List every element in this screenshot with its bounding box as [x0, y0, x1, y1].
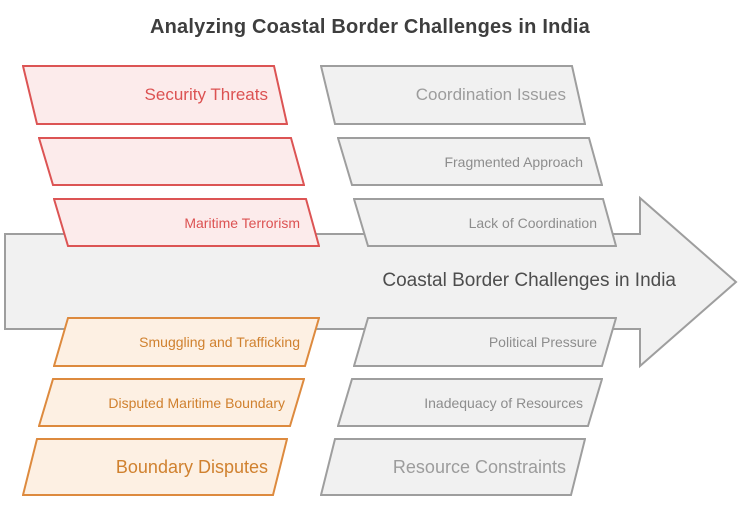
- node-label: Fragmented Approach: [444, 153, 583, 170]
- node-resource-constraints: Resource Constraints: [320, 438, 586, 496]
- parallelogram-shape: [337, 378, 603, 427]
- node-boundary-disputes: Boundary Disputes: [22, 438, 288, 496]
- node-label: Disputed Maritime Boundary: [108, 394, 285, 411]
- node-label: Resource Constraints: [392, 456, 566, 477]
- node-political-pressure: Political Pressure: [353, 317, 617, 367]
- center-arrow-label: Coastal Border Challenges in India: [382, 270, 676, 291]
- node-security-threats: Security Threats: [22, 65, 288, 125]
- parallelogram-shape: [353, 198, 617, 247]
- parallelogram-shape: [53, 198, 320, 247]
- page-title: Analyzing Coastal Border Challenges in I…: [150, 16, 590, 38]
- node-empty-security: [38, 137, 305, 186]
- parallelogram-shape: [38, 378, 305, 427]
- node-disputed-maritime-boundary: Disputed Maritime Boundary: [38, 378, 305, 427]
- node-label: Inadequacy of Resources: [424, 394, 583, 411]
- node-coordination-issues: Coordination Issues: [320, 65, 586, 125]
- parallelogram-shape: [353, 317, 617, 367]
- node-label: Security Threats: [144, 85, 268, 104]
- parallelogram-shape: [38, 137, 305, 186]
- parallelogram-shape: [320, 438, 586, 496]
- parallelogram-shape: [337, 137, 603, 186]
- parallelogram-shape: [53, 317, 320, 367]
- node-label: [38, 137, 305, 186]
- node-label: Maritime Terrorism: [184, 214, 300, 231]
- node-smuggling-trafficking: Smuggling and Trafficking: [53, 317, 320, 367]
- parallelogram-shape: [22, 438, 288, 496]
- node-label: Coordination Issues: [415, 85, 566, 104]
- node-label: Boundary Disputes: [115, 456, 268, 477]
- node-inadequacy-of-resources: Inadequacy of Resources: [337, 378, 603, 427]
- node-label: Political Pressure: [488, 334, 597, 350]
- node-label: Lack of Coordination: [468, 214, 597, 231]
- node-maritime-terrorism: Maritime Terrorism: [53, 198, 320, 247]
- parallelogram-shape: [320, 65, 586, 125]
- parallelogram-shape: [22, 65, 288, 125]
- node-lack-of-coordination: Lack of Coordination: [353, 198, 617, 247]
- node-fragmented-approach: Fragmented Approach: [337, 137, 603, 186]
- node-label: Smuggling and Trafficking: [139, 334, 300, 350]
